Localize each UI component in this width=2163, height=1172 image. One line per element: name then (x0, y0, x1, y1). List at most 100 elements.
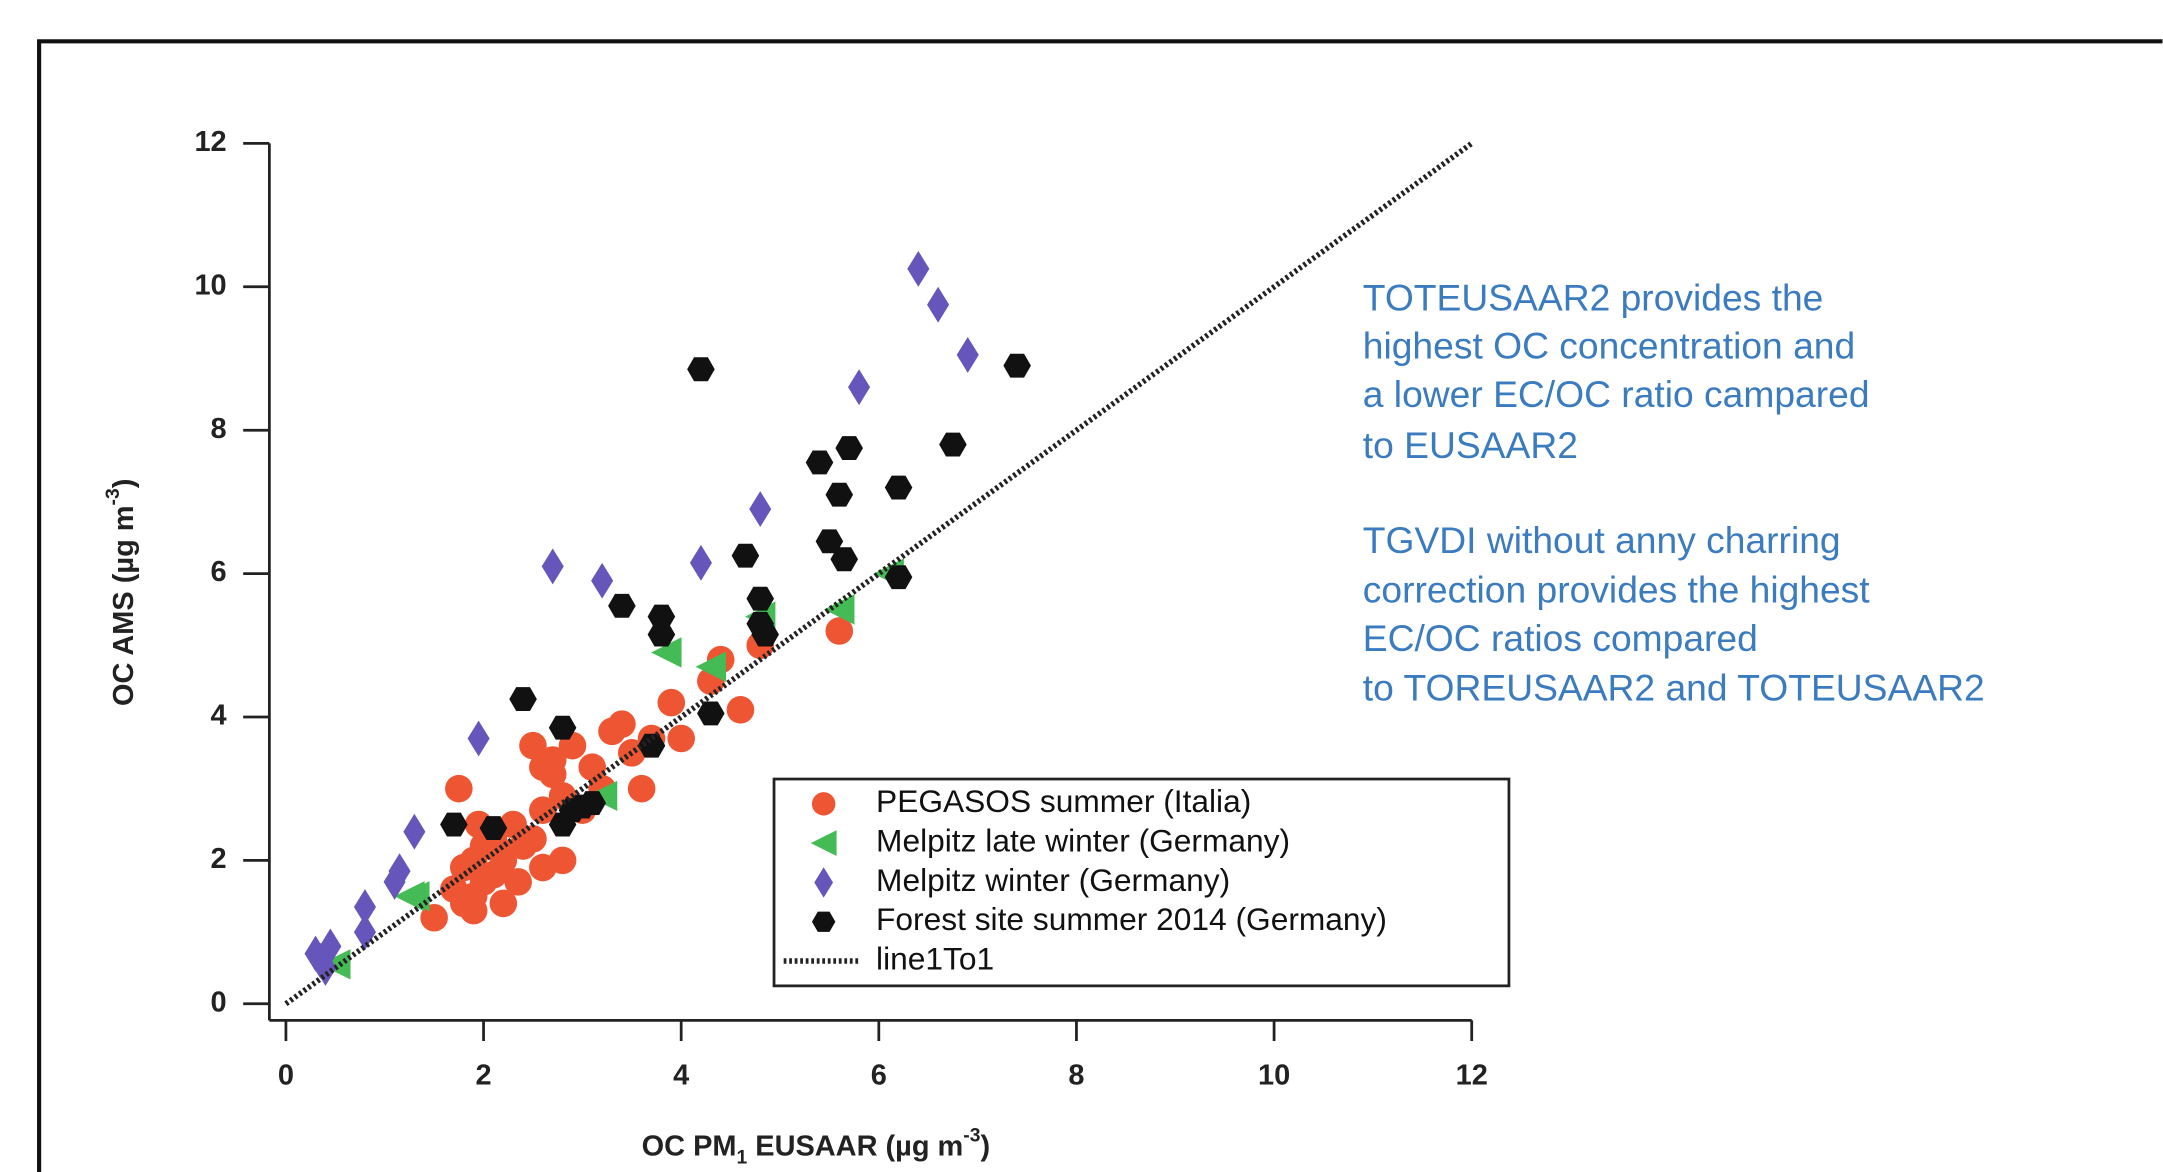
annotation: highest OC concentration and (1363, 325, 1855, 367)
point (394, 881, 425, 912)
point (667, 724, 695, 753)
y-tick-label: 2 (211, 843, 227, 875)
y-axis-label: OC AMS (µg m-3) (103, 479, 140, 706)
y-tick-label: 10 (194, 269, 226, 301)
point (956, 336, 979, 373)
x-tick-label: 0 (278, 1060, 294, 1092)
point (835, 436, 863, 461)
point (608, 593, 636, 618)
point (637, 733, 666, 758)
annotation: TOTEUSAAR2 provides the (1363, 276, 1824, 318)
y-tick-label: 8 (211, 413, 227, 445)
point (591, 562, 614, 599)
point (647, 622, 676, 647)
point (578, 791, 607, 815)
legend-box (772, 777, 1511, 988)
x-axis-label-sup: -3 (963, 1126, 980, 1147)
point (907, 250, 930, 287)
x-axis-label-part: OC PM (642, 1130, 737, 1162)
x-tick-label: 8 (1068, 1060, 1084, 1092)
point (751, 622, 779, 647)
point (314, 950, 337, 986)
point (726, 696, 755, 724)
legend-label: Forest site summer 2014 (Germany) (876, 901, 1387, 937)
point (805, 450, 834, 475)
y-axis-label-part: ) (108, 479, 140, 489)
point (731, 543, 760, 568)
y-tick-label: 12 (194, 126, 226, 158)
point (939, 432, 967, 457)
y-axis-label-sup: -3 (103, 488, 124, 505)
point (927, 286, 950, 323)
point (509, 687, 537, 712)
annotation: to EUSAAR2 (1363, 424, 1578, 466)
legend-swatch (811, 792, 836, 816)
point (697, 701, 725, 726)
y-axis-label-part: OC AMS (µg m (108, 505, 140, 705)
point (884, 475, 913, 500)
frame (37, 39, 2163, 1172)
x-tick-label: 6 (871, 1060, 887, 1092)
annotation: EC/OC ratios compared (1363, 617, 1758, 659)
y-tick-label: 4 (211, 700, 227, 732)
point (529, 853, 557, 882)
x-tick-label: 4 (673, 1060, 689, 1092)
one-to-one-line (284, 141, 1474, 1007)
point (815, 529, 844, 554)
y-tick-label: 6 (211, 556, 227, 588)
legend-label: Melpitz winter (Germany) (876, 862, 1230, 898)
legend-swatch (811, 911, 836, 932)
legend-label: line1To1 (876, 940, 994, 976)
point (445, 774, 473, 803)
point (746, 586, 775, 611)
legend-swatch (810, 830, 837, 857)
point (848, 369, 871, 406)
point (749, 491, 772, 527)
point (538, 760, 567, 789)
y-tick-label: 0 (211, 986, 227, 1018)
point (825, 482, 854, 507)
x-tick-label: 10 (1258, 1060, 1290, 1092)
point (689, 544, 712, 581)
point (608, 710, 636, 738)
point (388, 853, 411, 890)
point (519, 731, 547, 760)
point (627, 774, 656, 803)
annotation: correction provides the highest (1363, 569, 1871, 611)
point (548, 715, 577, 740)
point (440, 812, 468, 837)
point (1003, 353, 1031, 378)
point (687, 357, 715, 382)
point (519, 825, 547, 853)
x-tick-label: 12 (1456, 1060, 1488, 1092)
annotation: to TOREUSAAR2 and TOTEUSAAR2 (1363, 667, 1985, 709)
legend-swatch (814, 867, 834, 898)
annotation: a lower EC/OC ratio campared (1363, 373, 1870, 415)
x-axis-label-sub: 1 (737, 1148, 748, 1169)
point (830, 547, 859, 572)
legend-label: Melpitz late winter (Germany) (876, 823, 1290, 859)
point (420, 903, 448, 932)
point (695, 651, 726, 682)
x-tick-label: 2 (476, 1060, 492, 1092)
point (586, 780, 618, 812)
point (651, 637, 682, 668)
point (504, 868, 532, 896)
x-axis-label-part: ) (980, 1130, 990, 1162)
point (403, 813, 426, 850)
legend-label: PEGASOS summer (Italia) (876, 783, 1251, 819)
point (884, 565, 913, 590)
point (467, 720, 490, 757)
point (489, 889, 518, 918)
point (489, 839, 518, 868)
point (825, 617, 854, 645)
x-axis-label-part: EUSAAR (µg m (747, 1130, 963, 1162)
point (529, 796, 557, 824)
point (824, 594, 855, 625)
point (541, 548, 564, 585)
point (353, 889, 377, 925)
point (657, 688, 686, 717)
annotation: TGVDI without anny charring (1363, 519, 1841, 561)
